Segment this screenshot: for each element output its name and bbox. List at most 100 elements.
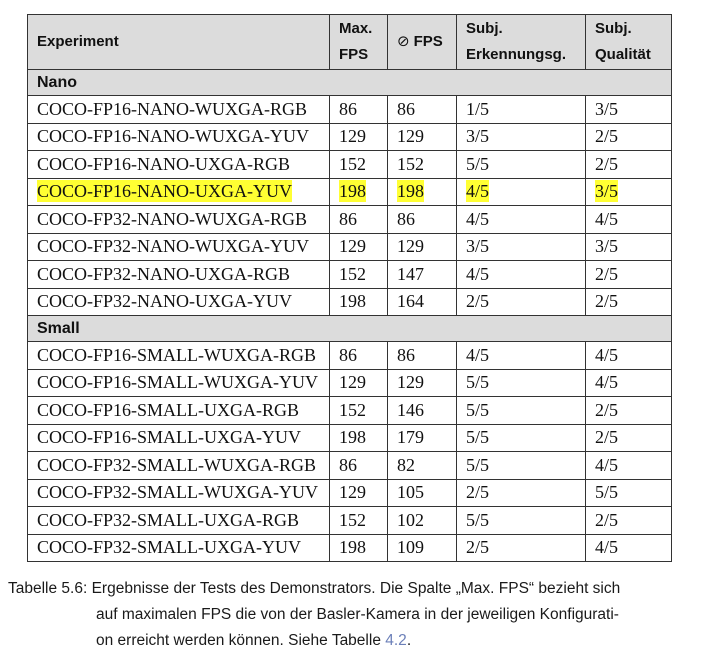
cell-subj-detection: 5/5	[456, 451, 586, 480]
cell-avg-fps: 179	[387, 423, 457, 452]
table-caption: Tabelle 5.6: Ergebnisse der Tests des De…	[8, 576, 698, 654]
header-subj-detection: Subj. Erkennungsg.	[456, 14, 586, 70]
cell-subj-quality: 2/5	[585, 287, 672, 316]
cell-subj-detection: 2/5	[456, 478, 586, 507]
cell-experiment: COCO-FP16-NANO-UXGA-YUV	[27, 177, 330, 206]
table-row: COCO-FP32-NANO-WUXGA-YUV 129 129 3/5 3/5	[27, 232, 672, 261]
table-row: COCO-FP32-SMALL-WUXGA-YUV 129 105 2/5 5/5	[27, 478, 672, 507]
header-experiment: Experiment	[27, 14, 330, 70]
cell-avg-fps: 82	[387, 451, 457, 480]
cell-max-fps: 198	[329, 177, 388, 206]
cell-max-fps: 86	[329, 205, 388, 234]
header-row: Experiment Max. FPS ⊘ FPS Subj. Erkennungsg…	[27, 14, 672, 70]
cell-subj-detection: 5/5	[456, 396, 586, 425]
header-subj-quality: Subj. Qualität	[585, 14, 672, 70]
cell-subj-detection: 4/5	[456, 260, 586, 289]
table-row: COCO-FP16-NANO-WUXGA-YUV 129 129 3/5 2/5	[27, 122, 672, 151]
caption-line-2: auf maximalen FPS die von der Basler-Kam…	[96, 606, 619, 623]
cell-avg-fps: 86	[387, 205, 457, 234]
cell-subj-quality: 3/5	[585, 95, 672, 124]
cell-avg-fps: 102	[387, 506, 457, 535]
cell-subj-quality: 3/5	[585, 232, 672, 261]
table-reference-link[interactable]: 4.2	[385, 632, 407, 649]
group-label: Nano	[27, 69, 672, 96]
cell-experiment: COCO-FP32-SMALL-UXGA-RGB	[27, 506, 330, 535]
table-row: COCO-FP32-SMALL-WUXGA-RGB 86 82 5/5 4/5	[27, 451, 672, 480]
cell-max-fps: 198	[329, 287, 388, 316]
cell-subj-detection: 5/5	[456, 423, 586, 452]
cell-avg-fps: 147	[387, 260, 457, 289]
table-row-highlighted: COCO-FP16-NANO-UXGA-YUV 198 198 4/5 3/5	[27, 177, 672, 206]
cell-subj-quality: 2/5	[585, 122, 672, 151]
cell-avg-fps: 146	[387, 396, 457, 425]
cell-experiment: COCO-FP32-NANO-UXGA-YUV	[27, 287, 330, 316]
table-row: COCO-FP32-SMALL-UXGA-YUV 198 109 2/5 4/5	[27, 533, 672, 562]
cell-avg-fps: 129	[387, 122, 457, 151]
cell-max-fps: 152	[329, 150, 388, 179]
cell-avg-fps: 109	[387, 533, 457, 562]
table-row: COCO-FP16-SMALL-UXGA-RGB 152 146 5/5 2/5	[27, 396, 672, 425]
header-max-fps: Max. FPS	[329, 14, 388, 70]
cell-subj-detection: 4/5	[456, 205, 586, 234]
cell-experiment: COCO-FP16-SMALL-WUXGA-YUV	[27, 368, 330, 397]
table-row: COCO-FP16-SMALL-WUXGA-RGB 86 86 4/5 4/5	[27, 341, 672, 370]
cell-avg-fps: 105	[387, 478, 457, 507]
table-row: COCO-FP16-SMALL-UXGA-YUV 198 179 5/5 2/5	[27, 423, 672, 452]
cell-max-fps: 86	[329, 95, 388, 124]
cell-experiment: COCO-FP16-SMALL-WUXGA-RGB	[27, 341, 330, 370]
cell-experiment: COCO-FP32-NANO-WUXGA-YUV	[27, 232, 330, 261]
cell-experiment: COCO-FP16-NANO-UXGA-RGB	[27, 150, 330, 179]
cell-avg-fps: 86	[387, 341, 457, 370]
caption-line-3: on erreicht werden können. Siehe Tabelle…	[96, 632, 412, 649]
cell-subj-quality: 2/5	[585, 396, 672, 425]
cell-subj-detection: 5/5	[456, 150, 586, 179]
cell-subj-quality: 4/5	[585, 341, 672, 370]
cell-max-fps: 198	[329, 533, 388, 562]
caption-line-1: Ergebnisse der Tests des Demonstrators. …	[91, 580, 621, 597]
cell-max-fps: 152	[329, 396, 388, 425]
cell-experiment: COCO-FP16-NANO-WUXGA-YUV	[27, 122, 330, 151]
cell-subj-quality: 2/5	[585, 150, 672, 179]
group-row-small: Small	[27, 315, 672, 342]
table-row: COCO-FP16-SMALL-WUXGA-YUV 129 129 5/5 4/5	[27, 368, 672, 397]
cell-avg-fps: 152	[387, 150, 457, 179]
cell-avg-fps: 198	[387, 177, 457, 206]
cell-max-fps: 86	[329, 451, 388, 480]
cell-experiment: COCO-FP32-SMALL-UXGA-YUV	[27, 533, 330, 562]
cell-max-fps: 129	[329, 368, 388, 397]
caption-label: Tabelle 5.6:	[8, 580, 88, 597]
cell-experiment: COCO-FP32-SMALL-WUXGA-RGB	[27, 451, 330, 480]
cell-subj-detection: 3/5	[456, 232, 586, 261]
cell-subj-quality: 4/5	[585, 533, 672, 562]
cell-subj-quality: 2/5	[585, 423, 672, 452]
cell-max-fps: 129	[329, 478, 388, 507]
group-row-nano: Nano	[27, 69, 672, 96]
cell-experiment: COCO-FP16-SMALL-UXGA-RGB	[27, 396, 330, 425]
cell-avg-fps: 86	[387, 95, 457, 124]
cell-experiment: COCO-FP16-NANO-WUXGA-RGB	[27, 95, 330, 124]
cell-experiment: COCO-FP32-NANO-WUXGA-RGB	[27, 205, 330, 234]
cell-avg-fps: 164	[387, 287, 457, 316]
table-row: COCO-FP32-NANO-UXGA-YUV 198 164 2/5 2/5	[27, 287, 672, 316]
cell-subj-quality: 4/5	[585, 368, 672, 397]
cell-subj-detection: 1/5	[456, 95, 586, 124]
table-row: COCO-FP32-NANO-WUXGA-RGB 86 86 4/5 4/5	[27, 205, 672, 234]
cell-avg-fps: 129	[387, 368, 457, 397]
cell-experiment: COCO-FP32-SMALL-WUXGA-YUV	[27, 478, 330, 507]
cell-avg-fps: 129	[387, 232, 457, 261]
cell-max-fps: 152	[329, 260, 388, 289]
cell-experiment: COCO-FP32-NANO-UXGA-RGB	[27, 260, 330, 289]
cell-subj-quality: 5/5	[585, 478, 672, 507]
cell-max-fps: 129	[329, 232, 388, 261]
cell-subj-detection: 5/5	[456, 506, 586, 535]
header-avg-fps: ⊘ FPS	[387, 14, 457, 70]
cell-max-fps: 129	[329, 122, 388, 151]
cell-subj-detection: 4/5	[456, 177, 586, 206]
cell-subj-detection: 3/5	[456, 122, 586, 151]
cell-max-fps: 152	[329, 506, 388, 535]
cell-subj-detection: 5/5	[456, 368, 586, 397]
cell-subj-quality: 2/5	[585, 506, 672, 535]
cell-subj-quality: 3/5	[585, 177, 672, 206]
table-row: COCO-FP32-NANO-UXGA-RGB 152 147 4/5 2/5	[27, 260, 672, 289]
cell-subj-quality: 4/5	[585, 451, 672, 480]
